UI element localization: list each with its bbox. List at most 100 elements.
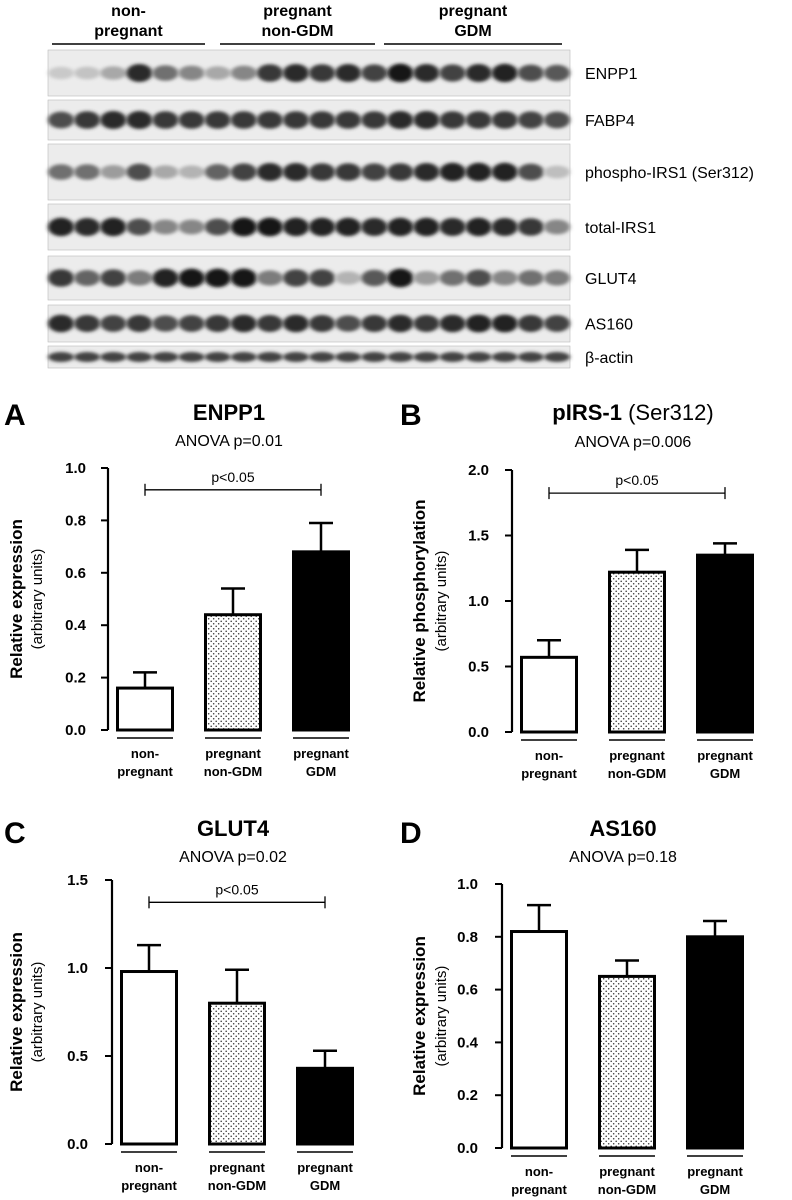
y-axis-label-units: (arbitrary units) <box>29 962 46 1063</box>
blot-band <box>491 218 518 236</box>
blot-band <box>204 268 231 288</box>
blot-band <box>126 111 153 129</box>
blot-band <box>387 217 414 237</box>
blot-band <box>543 64 570 82</box>
category-label-line2: non-GDM <box>598 1182 656 1197</box>
category-label-line1: non- <box>535 748 563 763</box>
bar-group-1: pregnant non-GDM <box>598 959 656 1197</box>
blot-band <box>543 315 570 332</box>
blot-band <box>256 217 283 237</box>
blot-band <box>100 66 127 80</box>
y-axis-label: Relative phosphorylation <box>410 499 429 702</box>
blot-band <box>309 111 336 129</box>
bar <box>296 1066 354 1146</box>
blot-band <box>74 164 101 180</box>
y-tick-label: 0.5 <box>468 659 489 676</box>
y-tick-label: 0.2 <box>457 1087 478 1104</box>
category-label-line2: non-GDM <box>608 766 666 781</box>
significance-label: p<0.05 <box>215 881 258 897</box>
category-label-line2: non-GDM <box>204 764 262 779</box>
category-label-line2: GDM <box>710 766 740 781</box>
blot-band <box>100 269 127 287</box>
blot-band <box>361 64 388 82</box>
bar-group-1: pregnant non-GDM <box>208 968 266 1193</box>
y-tick-label: 0.5 <box>67 1048 88 1065</box>
bar-group-2: pregnant GDM <box>292 521 350 779</box>
blot-band <box>491 162 518 182</box>
blot-band <box>439 270 466 286</box>
category-label-line1: pregnant <box>209 1160 265 1175</box>
blot-band <box>335 111 362 129</box>
blot-band <box>282 64 310 82</box>
blot-band <box>387 111 414 129</box>
blot-band <box>178 65 205 81</box>
blot-band <box>335 271 362 285</box>
blot-band <box>387 63 414 83</box>
blot-band <box>126 218 153 236</box>
blot-row-label: ENPP1 <box>585 66 638 83</box>
blot-row-1: FABP4 <box>47 99 635 141</box>
blot-band <box>48 66 75 80</box>
y-tick-label: 0.8 <box>457 929 478 946</box>
blot-band <box>413 314 440 333</box>
blot-band <box>465 162 492 182</box>
category-label-line2: pregnant <box>121 1178 177 1193</box>
blot-band <box>413 111 440 129</box>
blot-band <box>517 352 544 362</box>
category-label-line1: non- <box>525 1164 553 1179</box>
blot-band <box>48 111 75 129</box>
chart-title: AS160 <box>589 816 656 841</box>
bar-group-0: non-pregnant <box>120 943 178 1193</box>
significance-label: p<0.05 <box>615 472 658 488</box>
blot-row-5: AS160 <box>47 304 633 343</box>
blot-band <box>387 314 414 333</box>
blot-band <box>543 219 570 235</box>
blot-band <box>100 352 127 362</box>
bar <box>510 930 568 1150</box>
blot-band <box>543 352 570 362</box>
blot-band <box>361 269 388 287</box>
blot-band <box>282 111 310 129</box>
blot-band <box>465 352 492 362</box>
blot-band <box>465 111 492 129</box>
blot-band <box>282 217 310 237</box>
y-tick-label: 2.0 <box>468 462 489 479</box>
blot-band <box>335 315 362 332</box>
blot-group-label-line1: pregnant <box>439 3 508 20</box>
blot-band <box>152 111 179 129</box>
blot-band <box>361 111 388 129</box>
blot-band <box>230 163 257 181</box>
significance-bracket: p<0.05 <box>148 881 326 909</box>
blot-band <box>413 64 440 82</box>
blot-band <box>413 217 440 237</box>
category-label-line1: non- <box>135 1160 163 1175</box>
bar <box>686 935 744 1150</box>
blot-group-1: pregnant non-GDM <box>220 3 375 45</box>
chart-title: ENPP1 <box>193 400 265 425</box>
panel-letter: D <box>400 817 422 850</box>
blot-band <box>387 268 414 288</box>
blot-band <box>517 314 544 333</box>
blot-band <box>100 315 127 332</box>
blot-band <box>491 111 518 129</box>
blot-band <box>439 111 466 129</box>
blot-band <box>48 217 75 237</box>
category-label-line2: pregnant <box>511 1182 567 1197</box>
blot-band <box>152 268 179 288</box>
blot-band <box>543 165 570 179</box>
y-tick-label: 0.4 <box>457 1034 479 1051</box>
chart-title-suffix: (Ser312) <box>622 400 714 425</box>
blot-band <box>413 163 440 181</box>
blot-band <box>178 165 205 179</box>
blot-band <box>152 219 179 235</box>
blot-band <box>256 163 283 181</box>
blot-band <box>230 111 257 129</box>
bar <box>120 970 178 1146</box>
blot-band <box>256 352 283 362</box>
y-axis-label: Relative expression <box>7 932 26 1092</box>
blot-band <box>126 314 153 333</box>
blot-row-4: GLUT4 <box>47 255 637 301</box>
chart-panel-D: D AS160 ANOVA p=0.18 Relative expression (ar… <box>400 816 744 1197</box>
blot-band <box>491 314 518 333</box>
